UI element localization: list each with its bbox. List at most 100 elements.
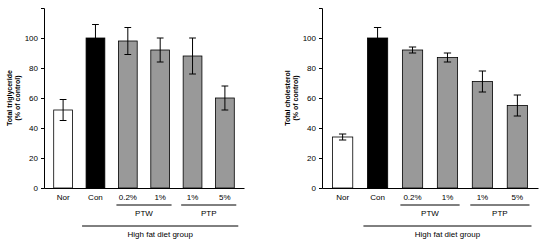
y-tick: 20 <box>307 154 322 163</box>
bar <box>118 41 137 188</box>
error-bar-stem <box>224 86 225 110</box>
x-tick-label: 1% <box>187 193 199 202</box>
y-tick-label: 20 <box>307 154 316 163</box>
y-axis-line <box>41 9 45 189</box>
error-bar <box>157 38 164 62</box>
error-bar <box>479 71 486 92</box>
group-label: High fat diet group <box>415 230 481 239</box>
error-bar <box>514 95 521 116</box>
x-tick-label: 1% <box>442 193 454 202</box>
y-tick-label: 60 <box>307 94 316 103</box>
bar <box>151 50 170 188</box>
x-tick-label: 5% <box>512 193 524 202</box>
y-axis-line <box>319 9 323 189</box>
y-tick-mark <box>319 38 322 39</box>
y-tick-label: 40 <box>29 124 38 133</box>
error-bar-cap <box>444 53 451 54</box>
group-label: PTW <box>421 209 439 218</box>
y-tick: 20 <box>29 154 44 163</box>
error-bar-cap <box>409 53 416 54</box>
x-tick-label: 0.2% <box>403 193 421 202</box>
error-bar <box>60 100 67 121</box>
x-tick-label: 1% <box>154 193 166 202</box>
x-tick-label: 0.2% <box>119 193 137 202</box>
error-bar-stem <box>482 71 483 92</box>
y-axis-title: Total triglyceride(% of control) <box>6 70 22 126</box>
plot-area <box>54 25 235 189</box>
y-axis: 020406080100 <box>25 9 45 194</box>
plot-area <box>332 28 527 189</box>
error-bar-cap <box>124 27 131 28</box>
y-tick-label: 20 <box>29 154 38 163</box>
group-bracket <box>181 205 236 206</box>
error-bar-cap <box>189 38 196 39</box>
y-tick: 60 <box>29 94 44 103</box>
x-tick: 1% <box>477 188 489 202</box>
bar <box>216 98 235 188</box>
bar <box>507 106 527 189</box>
error-bar-cap <box>92 24 99 25</box>
chart: 020406080100NorCon0.2%1%1%5%Total choles… <box>284 9 539 240</box>
figure: 0 20 40 60 80 100 Nor Con 0.2% 1% 1% 5% Total trigly… <box>0 0 552 246</box>
error-bar-stem <box>63 100 64 121</box>
x-tick: Nor <box>57 188 70 202</box>
x-tick-label: Con <box>88 193 103 202</box>
x-tick: 5% <box>219 188 231 202</box>
y-tick-mark <box>319 98 322 99</box>
error-bar-cap <box>60 99 67 100</box>
y-tick: 100 <box>303 34 322 43</box>
group-label: PTP <box>201 209 217 218</box>
y-axis: 020406080100 <box>303 9 323 194</box>
x-tick-label: Nor <box>336 193 349 202</box>
error-bar-stem <box>127 28 128 55</box>
error-bar-cap <box>60 120 67 121</box>
error-bar-cap <box>339 134 346 135</box>
error-bar-cap <box>222 110 229 111</box>
x-tick: Con <box>370 188 385 202</box>
chart: 020406080100NorCon0.2%1%1%5%Total trigly… <box>6 9 245 240</box>
y-axis-title: Total cholesterol(% of control) <box>284 70 300 126</box>
error-bar-cap <box>374 48 381 49</box>
error-bar-cap <box>222 86 229 87</box>
group-label: PTP <box>492 209 508 218</box>
error-bar-stem <box>192 38 193 74</box>
y-tick-mark <box>319 158 322 159</box>
x-axis-line <box>45 188 245 189</box>
y-tick-label: 60 <box>29 94 38 103</box>
y-tick: 40 <box>29 124 44 133</box>
y-tick: 100 <box>25 34 44 43</box>
error-bar-cap <box>514 95 521 96</box>
group-label: PTW <box>135 209 153 218</box>
y-tick-label: 0 <box>34 184 39 193</box>
x-axis: Nor Con 0.2% 1% 1% 5% <box>323 188 539 202</box>
error-bar <box>444 53 451 62</box>
y-tick-mark <box>41 98 44 99</box>
bar <box>402 50 422 188</box>
y-tick-label: 0 <box>312 184 317 193</box>
x-tick: 1% <box>187 188 199 202</box>
y-axis-title-line: Total cholesterol <box>284 70 291 126</box>
error-bar <box>189 38 196 74</box>
error-bar <box>92 25 99 52</box>
x-axis-line <box>323 188 539 189</box>
group-bracket <box>116 205 171 206</box>
bar <box>437 58 457 189</box>
x-axis: Nor Con 0.2% 1% 1% 5% <box>45 188 245 202</box>
error-bar-cap <box>124 54 131 55</box>
y-tick-mark <box>319 128 322 129</box>
bar <box>183 56 202 188</box>
bar <box>332 137 352 188</box>
error-bar-cap <box>409 47 416 48</box>
error-bar-stem <box>447 53 448 62</box>
x-tick: 1% <box>154 188 166 202</box>
group-bracket <box>400 205 459 206</box>
x-tick: 5% <box>512 188 524 202</box>
y-tick-label: 80 <box>307 64 316 73</box>
y-tick-mark <box>319 68 322 69</box>
error-bar <box>409 47 416 53</box>
error-bar-cap <box>339 140 346 141</box>
error-bar-cap <box>157 62 164 63</box>
error-bar-stem <box>517 95 518 116</box>
y-tick: 80 <box>307 64 322 73</box>
error-bar-cap <box>374 27 381 28</box>
